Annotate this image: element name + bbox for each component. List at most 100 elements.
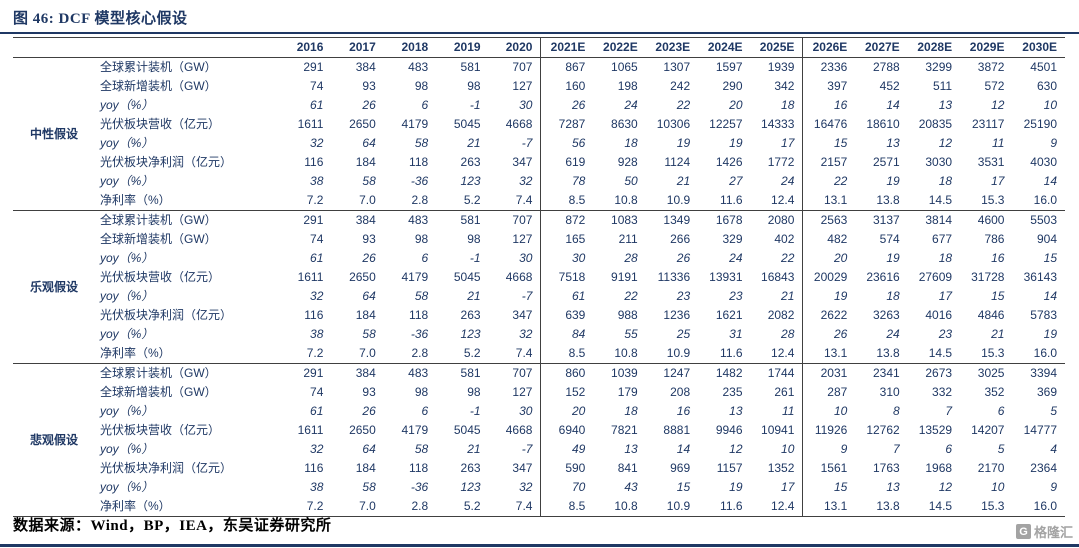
data-cell: 17 bbox=[991, 174, 1005, 188]
data-cell: 12.4 bbox=[771, 346, 795, 360]
data-cell: 24 bbox=[781, 174, 795, 188]
data-cell: 13.8 bbox=[876, 346, 900, 360]
data-cell: 118 bbox=[409, 461, 429, 475]
data-cell: 2082 bbox=[767, 308, 795, 322]
data-cell: 10.9 bbox=[666, 346, 691, 360]
figure-title: 图 46: DCF 模型核心假设 bbox=[13, 11, 188, 27]
data-cell: 3137 bbox=[855, 210, 908, 230]
metric-label: yoy（%） bbox=[100, 98, 154, 112]
data-cell: 3872 bbox=[960, 57, 1013, 77]
data-cell: 483 bbox=[383, 210, 437, 230]
table-row: 全球新增装机（GW） 74 93 98 98 127 165 211 266 329 402 482 5… bbox=[13, 230, 1065, 249]
data-cell: 20 bbox=[540, 402, 594, 421]
data-cell: 4600 bbox=[960, 210, 1013, 230]
metric-label: 全球新增装机（GW） bbox=[100, 79, 217, 93]
data-cell: 127 bbox=[512, 385, 533, 399]
data-cell: 19 bbox=[729, 480, 743, 494]
data-cell: 12762 bbox=[866, 423, 900, 437]
data-cell: 184 bbox=[355, 308, 376, 322]
data-cell: 27609 bbox=[918, 270, 953, 284]
data-cell: 23616 bbox=[866, 270, 900, 284]
table-row: 光伏板块净利润（亿元） 116 184 118 263 347 639 988 1236 1621… bbox=[13, 306, 1065, 325]
data-source: 数据来源：Wind，BP，IEA，东吴证券研究所 bbox=[13, 514, 331, 535]
data-cell: 1039 bbox=[593, 363, 646, 383]
data-cell: 14333 bbox=[761, 117, 795, 131]
metric-label: yoy（%） bbox=[100, 251, 154, 265]
data-cell: 13 bbox=[938, 98, 953, 112]
data-cell: 2364 bbox=[1030, 461, 1057, 475]
data-cell: 19 bbox=[802, 287, 856, 306]
data-cell: 290 bbox=[722, 79, 743, 93]
data-cell: 43 bbox=[624, 480, 638, 494]
data-cell: 1597 bbox=[698, 57, 751, 77]
data-cell: 16843 bbox=[761, 270, 795, 284]
data-cell: 4179 bbox=[401, 117, 429, 131]
table-row: yoy（%） 38 58 -36 123 32 70 43 15 19 17 15 13 12 10 9 bbox=[13, 478, 1065, 497]
data-cell: 574 bbox=[879, 232, 900, 246]
data-cell: 14.5 bbox=[928, 193, 953, 207]
data-cell: 13.8 bbox=[876, 193, 900, 207]
data-cell: 64 bbox=[362, 442, 376, 456]
data-cell: 30 bbox=[519, 404, 533, 418]
data-cell: 707 bbox=[488, 210, 541, 230]
data-cell: 26 bbox=[362, 98, 376, 112]
data-cell: 9191 bbox=[611, 270, 638, 284]
year-header: 2016 bbox=[279, 37, 332, 58]
data-cell: 11 bbox=[781, 404, 795, 418]
data-cell: 32 bbox=[519, 480, 533, 494]
data-cell: 511 bbox=[932, 79, 953, 93]
data-cell: 6 bbox=[421, 98, 429, 112]
data-cell: 2157 bbox=[802, 153, 856, 172]
table-row: yoy（%） 32 64 58 21 -7 61 22 23 23 21 19 18 17 15 14 bbox=[13, 287, 1065, 306]
data-cell: 32 bbox=[310, 442, 324, 456]
data-cell: 1157 bbox=[716, 461, 743, 475]
data-cell: 26 bbox=[540, 96, 594, 115]
data-cell: 1621 bbox=[715, 308, 743, 322]
year-header: 2021E bbox=[540, 37, 594, 58]
data-cell: 10.8 bbox=[614, 193, 638, 207]
table-row: 乐观假设 全球累计装机（GW） 291 384 483 581 707 872 1083 1349… bbox=[13, 210, 1065, 364]
year-header: 2020 bbox=[488, 37, 541, 58]
data-cell: 347 bbox=[512, 461, 533, 475]
data-cell: 70 bbox=[540, 478, 594, 497]
data-cell: 5045 bbox=[453, 270, 481, 284]
data-cell: 1772 bbox=[767, 155, 795, 169]
data-cell: 5503 bbox=[1012, 210, 1065, 230]
data-cell: 58 bbox=[414, 442, 429, 456]
data-cell: 10.9 bbox=[666, 499, 691, 513]
data-cell: -7 bbox=[521, 289, 533, 303]
data-cell: 58 bbox=[414, 136, 429, 150]
gelonghui-logo-text: 格隆汇 bbox=[1033, 525, 1073, 540]
data-cell: 2571 bbox=[872, 155, 900, 169]
data-cell: 4016 bbox=[925, 308, 953, 322]
data-cell: 8881 bbox=[663, 423, 691, 437]
data-cell: 2.8 bbox=[411, 346, 429, 360]
data-cell: 16.0 bbox=[1033, 346, 1057, 360]
data-cell: 452 bbox=[879, 79, 900, 93]
data-cell: -7 bbox=[521, 442, 533, 456]
dcf-assumptions-table: 2016 2017 2018 2019 2020 2021E 2022E 2023E 2024E… bbox=[13, 37, 1065, 517]
data-cell: -1 bbox=[469, 404, 481, 418]
data-cell: 36143 bbox=[1023, 270, 1057, 284]
data-cell: 93 bbox=[362, 232, 376, 246]
data-cell: 18 bbox=[886, 289, 900, 303]
data-cell: 56 bbox=[540, 134, 594, 153]
data-cell: 242 bbox=[670, 79, 691, 93]
data-cell: 8630 bbox=[611, 117, 638, 131]
data-cell: 1349 bbox=[645, 210, 699, 230]
table-row: 全球新增装机（GW） 74 93 98 98 127 160 198 242 290 342 397 4… bbox=[13, 77, 1065, 96]
data-cell: 4668 bbox=[505, 423, 533, 437]
table-row: 光伏板块净利润（亿元） 116 184 118 263 347 619 928 1124 1426… bbox=[13, 153, 1065, 172]
data-cell: 20 bbox=[802, 249, 856, 268]
data-cell: 266 bbox=[670, 232, 691, 246]
data-cell: 23 bbox=[676, 289, 691, 303]
scenario-label: 乐观假设 bbox=[13, 210, 95, 364]
year-header: 2018 bbox=[383, 37, 437, 58]
data-cell: 21 bbox=[991, 327, 1005, 341]
data-cell: 19 bbox=[676, 136, 691, 150]
metric-label: 全球新增装机（GW） bbox=[100, 232, 217, 246]
year-header: 2025E bbox=[750, 37, 803, 58]
data-cell: 21 bbox=[467, 289, 481, 303]
data-cell: 581 bbox=[436, 210, 489, 230]
data-cell: 11.6 bbox=[720, 346, 743, 360]
